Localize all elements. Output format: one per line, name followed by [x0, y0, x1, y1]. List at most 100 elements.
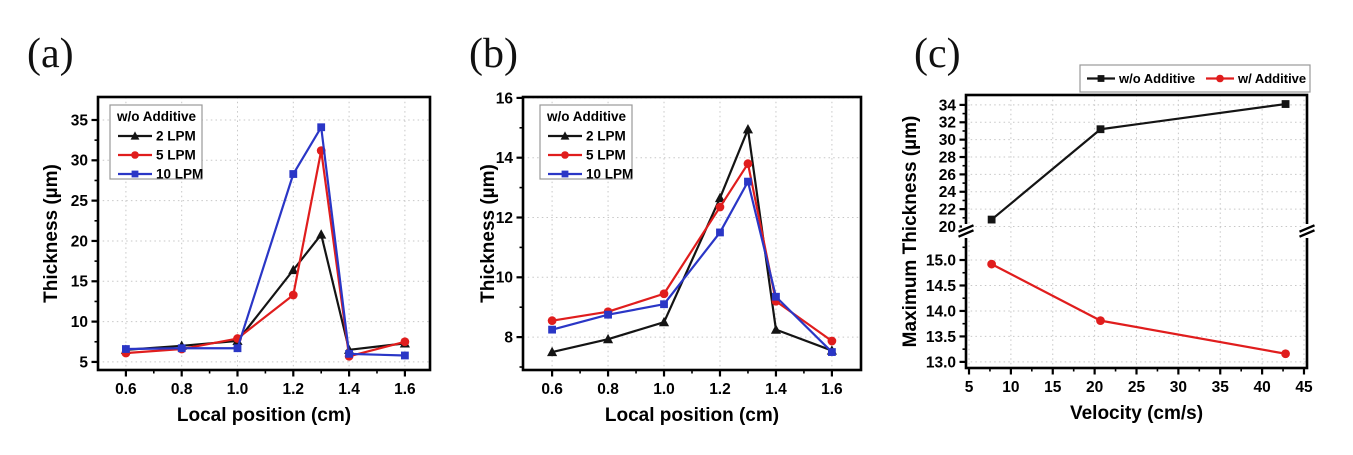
y-tick-label: 25 [71, 193, 89, 210]
y-tick-label: 12 [496, 210, 513, 227]
y-axis-label: Thickness (µm) [478, 164, 499, 303]
data-point [547, 316, 557, 326]
y-axis: 8 10 12 14 16 [496, 90, 523, 368]
data-point [828, 348, 836, 356]
x-tick-label: 15 [1044, 379, 1062, 396]
x-axis-label: Local position (cm) [605, 405, 779, 426]
grid [98, 97, 430, 370]
legend-marker [1216, 74, 1224, 83]
data-point [288, 290, 298, 300]
x-tick-label: 20 [1086, 379, 1103, 396]
x-tick-label: 0.8 [597, 381, 619, 398]
legend-box [539, 104, 633, 180]
y-tick-label: 20 [939, 219, 956, 236]
data-point [177, 344, 186, 353]
series-line-5-LPM [551, 162, 833, 342]
legend-marker [560, 131, 570, 140]
data-point [233, 344, 242, 353]
axis-break [1299, 224, 1315, 238]
data-point [716, 228, 724, 237]
x-tick-label: 1.0 [227, 381, 249, 398]
data-point [1281, 100, 1290, 108]
legend-entry-label: 10 LPM [156, 167, 203, 182]
data-point [604, 310, 612, 319]
axis-break-slash [1299, 229, 1315, 238]
y-tick-label: 20 [71, 233, 88, 250]
chart-a: 0.6 0.8 1.0 1.2 1.4 1.6 5 10 15 20 25 30 35 Local pos… [41, 95, 432, 426]
data-point [345, 349, 353, 358]
series-line-10-LPM [551, 180, 833, 353]
data-point [1096, 125, 1105, 134]
x-tick-label: 25 [1128, 379, 1146, 396]
legend-entry-label: 2 LPM [586, 129, 626, 144]
data-point [1096, 316, 1105, 325]
data-point [744, 177, 752, 186]
axis-break-gap [1303, 224, 1311, 238]
x-tick-label: 0.8 [171, 381, 193, 398]
x-tick-label: 1.0 [653, 381, 675, 398]
series-line-w-Additive [991, 263, 1286, 355]
legend: w/o Additive 2 LPM 5 LPM 10 LPM [539, 104, 633, 182]
x-tick-label: 1.6 [394, 381, 416, 398]
y-tick-label: 28 [939, 149, 957, 166]
legend: w/o Additive w/ Additive [1079, 64, 1311, 93]
data-point [743, 159, 753, 169]
data-point [1281, 349, 1290, 359]
chart-c: 5 10 15 20 25 30 35 40 45202224262830323413.013.… [900, 64, 1315, 424]
x-tick-label: 45 [1295, 379, 1313, 396]
y-tick-label: 13.0 [926, 354, 956, 371]
legend-entry-label: 5 LPM [156, 148, 196, 163]
y-tick-label: 32 [939, 115, 956, 132]
legend-title: w/o Additive [116, 109, 196, 124]
legend-marker [561, 170, 569, 178]
data-point [289, 170, 298, 178]
x-tick-label: 1.2 [283, 381, 305, 398]
data-point [400, 351, 409, 360]
y-tick-label: 24 [939, 184, 957, 201]
legend-marker [131, 170, 139, 178]
data-point [602, 333, 614, 344]
axis-break-slash [958, 229, 974, 238]
axis-break-gap [962, 224, 970, 238]
y-axis-label: Maximum Thickness (µm) [900, 116, 921, 348]
data-point [660, 300, 668, 309]
y-tick-label: 22 [939, 202, 956, 219]
y-tick-label: 14.5 [926, 278, 957, 295]
data-point [714, 192, 726, 203]
x-tick-label: 35 [1212, 379, 1230, 396]
data-point [658, 316, 670, 327]
legend-marker [131, 151, 139, 159]
y-tick-label: 35 [71, 112, 89, 129]
series-line-2-LPM [125, 233, 406, 351]
x-tick-label: 1.6 [821, 381, 843, 398]
data-point [121, 345, 130, 353]
y-tick-label: 16 [496, 90, 514, 107]
axis-break-slash [1299, 224, 1315, 233]
legend: w/o Additive 2 LPM 5 LPM 10 LPM [109, 104, 203, 182]
y-tick-label: 30 [939, 132, 956, 149]
x-axis: 0.6 0.8 1.0 1.2 1.4 1.6 [541, 370, 843, 398]
y-tick-label: 15 [71, 274, 89, 291]
data-point [827, 336, 837, 346]
x-tick-label: 10 [1002, 379, 1019, 396]
x-axis-label: Local position (cm) [177, 405, 351, 426]
y-tick-label: 10 [496, 270, 513, 287]
series-line-w-o-Additive [990, 102, 1286, 221]
data-point [659, 289, 669, 299]
data-point [288, 264, 299, 275]
data-point [317, 123, 326, 132]
data-point [400, 337, 410, 347]
x-tick-label: 0.6 [115, 381, 137, 398]
y-axis-label: Thickness (µm) [41, 164, 62, 303]
x-tick-label: 0.6 [541, 381, 563, 398]
data-point [987, 259, 996, 269]
data-point [770, 324, 782, 334]
axis-break [958, 224, 974, 238]
x-tick-label: 1.4 [338, 381, 360, 398]
y-tick-label: 14.0 [926, 303, 956, 320]
x-axis: 5 10 15 20 25 30 35 40 45 [965, 368, 1313, 396]
data-point [987, 215, 996, 224]
